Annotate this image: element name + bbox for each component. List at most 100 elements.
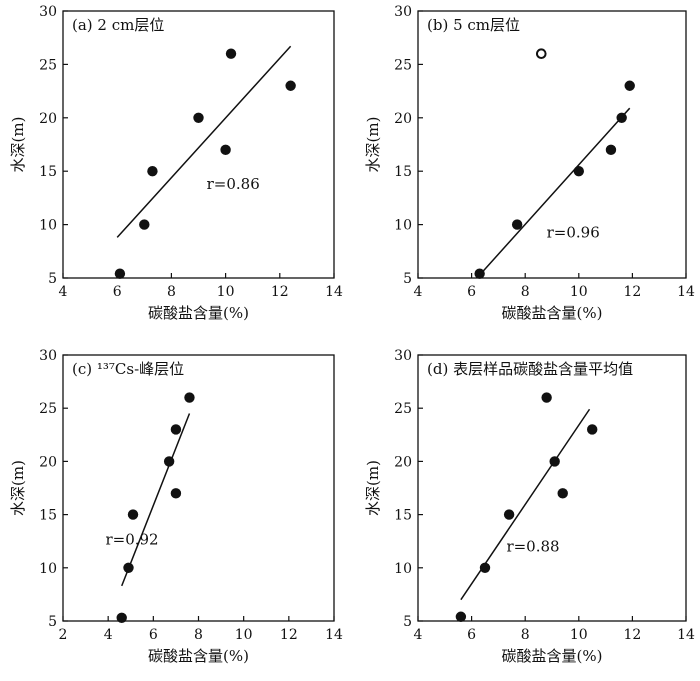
panel-d: 4 6 8 10 12 14 5 10 15 20 25 30 (d) 表层样品碳酸盐含量平均值 r=0.… (364, 348, 695, 665)
x-tick-label: 6 (113, 284, 122, 300)
y-tick-label: 5 (403, 271, 412, 287)
data-point (474, 268, 485, 279)
y-axis-title: 水深(m) (364, 117, 382, 173)
y-tick-label: 20 (39, 454, 57, 470)
plot-frame (62, 10, 335, 279)
y-tick-label: 5 (403, 614, 412, 630)
data-point (605, 144, 617, 156)
panel-title: (a) 2 cm层位 (72, 16, 164, 34)
data-point (193, 112, 204, 124)
correlation-label: r=0.96 (547, 223, 600, 241)
x-tick-label: 6 (149, 627, 158, 643)
x-tick-label: 6 (467, 627, 476, 643)
y-tick-label: 25 (39, 57, 57, 73)
panel-a: 4 6 8 10 12 14 5 10 15 20 25 30 (a) 2 cm层位 r=0.86 碳酸盐含… (9, 4, 343, 322)
data-point (541, 392, 552, 403)
x-tick-label: 8 (521, 284, 530, 300)
x-tick-label: 4 (414, 284, 423, 300)
panel-b: 4 6 8 10 12 14 5 10 15 20 25 30 (b) 5 cm层位 r=0.96 碳酸盐含… (364, 4, 695, 322)
correlation-label: r=0.92 (105, 530, 158, 548)
plot-frame (62, 354, 335, 622)
x-tick-label: 12 (271, 284, 289, 300)
correlation-label: r=0.88 (506, 537, 559, 555)
x-tick-label: 12 (623, 284, 641, 300)
x-tick-label: 10 (235, 627, 253, 643)
plot-frame (417, 354, 687, 622)
data-point (184, 392, 195, 403)
data-point (170, 424, 182, 435)
y-tick-label: 20 (394, 111, 412, 127)
data-point (624, 80, 635, 91)
y-tick-label: 15 (39, 164, 57, 180)
data-point (573, 166, 584, 177)
x-axis-title: 碳酸盐含量(%) (148, 304, 249, 322)
y-tick-label: 5 (48, 614, 57, 630)
x-axis-title: 碳酸盐含量(%) (502, 304, 603, 322)
x-tick-label: 14 (325, 627, 343, 643)
correlation-label: r=0.86 (207, 175, 260, 193)
data-point (503, 509, 515, 520)
y-tick-label: 30 (39, 348, 57, 364)
y-tick-label: 15 (39, 508, 57, 524)
data-point (557, 488, 568, 499)
data-point (123, 562, 134, 573)
x-tick-label: 10 (570, 284, 588, 300)
outlier-point (535, 48, 547, 60)
x-tick-label: 8 (167, 284, 176, 300)
y-tick-label: 25 (39, 401, 57, 417)
y-axis-title: 水深(m) (9, 460, 27, 516)
plot-frame (417, 10, 687, 279)
panel-c: 2 4 6 8 10 12 14 5 10 15 20 25 30 (c) ¹³⁷Cs-峰层位 r=0.92… (9, 348, 343, 665)
x-tick-label: 4 (59, 284, 68, 300)
y-tick-label: 30 (39, 4, 57, 20)
x-tick-label: 14 (677, 627, 695, 643)
y-tick-label: 20 (39, 111, 57, 127)
x-tick-label: 12 (623, 627, 641, 643)
data-point (616, 112, 627, 124)
x-tick-label: 14 (325, 284, 343, 300)
data-point (511, 219, 523, 230)
data-point (479, 562, 491, 573)
y-axis-title: 水深(m) (364, 460, 382, 516)
data-point (139, 219, 150, 230)
data-point (127, 509, 139, 520)
y-tick-label: 10 (394, 561, 412, 577)
regression-line (121, 413, 191, 587)
data-point (114, 268, 126, 279)
x-tick-label: 6 (467, 284, 476, 300)
y-tick-label: 30 (394, 4, 412, 20)
x-tick-label: 10 (570, 627, 588, 643)
y-tick-label: 25 (394, 57, 412, 73)
data-point (163, 456, 175, 467)
y-tick-label: 10 (394, 218, 412, 234)
data-point (147, 166, 158, 177)
x-tick-label: 8 (521, 627, 530, 643)
regression-line (476, 107, 631, 279)
data-point (225, 48, 237, 59)
x-tick-label: 12 (280, 627, 298, 643)
y-tick-label: 10 (39, 561, 57, 577)
data-point (549, 456, 560, 467)
data-point (116, 612, 127, 624)
data-point (587, 424, 598, 435)
x-axis-title: 碳酸盐含量(%) (502, 647, 603, 665)
x-axis-title: 碳酸盐含量(%) (148, 647, 249, 665)
x-tick-label: 4 (104, 627, 113, 643)
y-tick-label: 5 (48, 271, 57, 287)
x-tick-label: 4 (414, 627, 423, 643)
y-tick-label: 20 (394, 454, 412, 470)
x-tick-label: 14 (677, 284, 695, 300)
data-point (170, 488, 182, 499)
regression-line (460, 408, 591, 601)
x-tick-label: 8 (194, 627, 203, 643)
y-tick-label: 15 (394, 164, 412, 180)
regression-line (116, 45, 292, 238)
data-point (220, 144, 231, 156)
x-tick-label: 2 (59, 627, 68, 643)
y-axis-title: 水深(m) (9, 117, 27, 173)
y-tick-label: 15 (394, 508, 412, 524)
panel-title: (c) ¹³⁷Cs-峰层位 (72, 360, 184, 378)
panel-title: (b) 5 cm层位 (427, 16, 520, 34)
data-point (285, 80, 296, 91)
